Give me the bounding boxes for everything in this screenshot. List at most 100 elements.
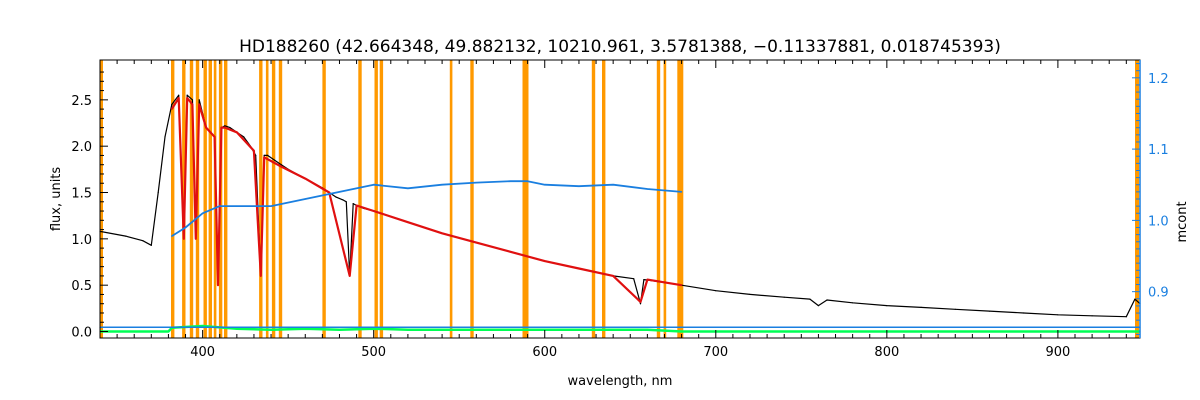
mask-band-13 — [322, 60, 326, 338]
point-model-13 — [253, 150, 255, 152]
mask-band-9 — [259, 60, 263, 338]
point-observed-54 — [715, 290, 717, 292]
point-observed-24 — [263, 154, 265, 156]
x-tick-label: 500 — [361, 345, 386, 360]
point-residual-12 — [509, 329, 512, 331]
point-observed-10 — [191, 99, 193, 101]
point-observed-57 — [809, 298, 811, 300]
point-continuum-7 — [338, 191, 341, 193]
mask-band-4 — [203, 60, 207, 338]
point-residual-10 — [441, 329, 443, 331]
point-continuum-15 — [578, 185, 580, 187]
point-residual-9 — [407, 329, 409, 331]
y-tick-label: 2.5 — [71, 94, 92, 109]
point-continuum-13 — [527, 180, 529, 182]
point-continuum-16 — [612, 184, 614, 186]
point-residual-17 — [681, 330, 683, 333]
x-tick-label: 900 — [1045, 345, 1070, 360]
point-observed-68 — [1125, 316, 1127, 318]
point-observed-62 — [920, 306, 922, 308]
point-model-3 — [186, 97, 188, 99]
point-observed-5 — [164, 136, 166, 138]
mask-band-16 — [379, 60, 384, 338]
x-tick-label: 400 — [190, 345, 215, 360]
point-model-22 — [407, 221, 409, 223]
point-observed-59 — [826, 299, 828, 301]
point-observed-20 — [243, 136, 245, 138]
point-observed-63 — [954, 308, 956, 310]
chart-title: HD188260 (42.664348, 49.882132, 10210.96… — [239, 37, 1001, 57]
point-observed-12 — [198, 99, 200, 101]
point-continuum-4 — [236, 205, 238, 207]
point-observed-7 — [178, 94, 180, 96]
point-residual-1 — [167, 330, 169, 333]
mask-band-21 — [602, 60, 606, 338]
mask-band-24 — [677, 60, 684, 338]
point-model-7 — [205, 127, 207, 129]
point-observed-1 — [125, 235, 127, 237]
point-continuum-18 — [681, 191, 683, 193]
point-observed-17 — [224, 125, 226, 127]
point-residual-11 — [475, 329, 477, 331]
point-observed-35 — [342, 199, 344, 201]
point-model-21 — [373, 210, 375, 212]
y-tick-label: 2.0 — [71, 140, 92, 155]
point-model-17 — [304, 178, 306, 180]
point-observed-58 — [817, 305, 820, 307]
x-axis-label: wavelength, nm — [568, 374, 673, 389]
point-continuum-12 — [509, 180, 512, 182]
point-continuum-5 — [270, 205, 272, 207]
mask-band-12 — [278, 60, 283, 338]
y2-tick-label: 1.0 — [1148, 214, 1169, 229]
y-tick-label: 1.5 — [71, 187, 92, 202]
x-tick-label: 800 — [874, 345, 899, 360]
point-observed-50 — [639, 303, 642, 305]
point-observed-6 — [171, 103, 173, 106]
mask-band-8 — [224, 60, 228, 338]
point-continuum-9 — [407, 187, 409, 189]
point-model-28 — [612, 275, 614, 277]
point-observed-51 — [643, 279, 645, 281]
point-model-27 — [578, 267, 580, 270]
point-model-10 — [220, 127, 222, 129]
mask-band-11 — [271, 60, 276, 338]
data-series — [99, 94, 1141, 333]
point-model-6 — [198, 103, 200, 106]
point-observed-26 — [273, 159, 276, 161]
point-model-30 — [646, 279, 649, 281]
point-residual-7 — [338, 329, 341, 331]
point-model-20 — [356, 204, 358, 207]
point-observed-38 — [352, 203, 354, 205]
point-residual-3 — [202, 325, 204, 327]
point-observed-3 — [150, 244, 152, 246]
point-continuum-0 — [171, 235, 173, 237]
mask-band-23 — [663, 60, 667, 338]
y2-tick-label: 1.1 — [1148, 143, 1169, 158]
point-observed-18 — [229, 127, 231, 129]
point-observed-9 — [186, 94, 188, 96]
point-residual-8 — [373, 328, 375, 330]
mask-band-5 — [208, 60, 212, 338]
point-observed-36 — [345, 201, 347, 203]
x-axis: 400 500 600 700 800 900 — [116, 60, 1127, 360]
point-observed-34 — [335, 196, 337, 198]
y2-tick-label: 1.2 — [1148, 72, 1169, 87]
point-continuum-8 — [373, 184, 375, 186]
point-residual-5 — [270, 329, 272, 331]
point-residual-15 — [612, 329, 614, 331]
point-observed-49 — [633, 278, 635, 280]
point-model-11 — [224, 127, 226, 129]
point-model-31 — [681, 284, 683, 286]
point-observed-61 — [886, 305, 888, 307]
point-model-9 — [217, 284, 219, 286]
y-axis-left: 0.0 0.5 1.0 1.5 2.0 2.5 — [71, 71, 108, 341]
point-continuum-3 — [219, 205, 221, 207]
point-observed-60 — [852, 302, 854, 304]
point-continuum-2 — [202, 212, 204, 214]
point-observed-69 — [1134, 298, 1136, 300]
point-observed-67 — [1091, 315, 1093, 317]
point-continuum-6 — [304, 198, 306, 200]
y-axis-right: 0.9 1.0 1.1 1.2 — [1132, 60, 1169, 338]
mask-band-0 — [171, 60, 175, 338]
point-continuum-10 — [441, 184, 443, 186]
